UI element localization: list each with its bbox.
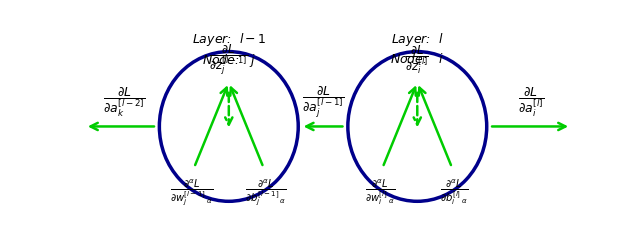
Text: $\dfrac{\partial^{\alpha} L}{\partial b_{i}^{[l]}\,{}_{\alpha}}$: $\dfrac{\partial^{\alpha} L}{\partial b_…	[440, 177, 468, 207]
Text: $\dfrac{\partial^{\alpha} L}{\partial b_{j}^{[l-1]}\,{}_{\alpha}}$: $\dfrac{\partial^{\alpha} L}{\partial b_…	[245, 177, 287, 207]
Text: $\dfrac{\partial L}{\partial a_{i}^{[l]}}$: $\dfrac{\partial L}{\partial a_{i}^{[l]}…	[518, 86, 545, 119]
Text: $\dfrac{\partial L}{\partial a_{j}^{[l-1]}}$: $\dfrac{\partial L}{\partial a_{j}^{[l-1…	[301, 85, 344, 120]
Text: Node:   $i$: Node: $i$	[390, 52, 444, 66]
Text: $\dfrac{\partial^{\alpha} L}{\partial w_{i}^{[l]}\,{}_{\alpha}}$: $\dfrac{\partial^{\alpha} L}{\partial w_…	[365, 177, 395, 207]
Text: Node:   $j$: Node: $j$	[202, 52, 256, 69]
Text: Layer:  $l-1$: Layer: $l-1$	[191, 31, 266, 48]
Text: $\dfrac{\partial L}{\partial z_{j}^{[l-1]}}$: $\dfrac{\partial L}{\partial z_{j}^{[l-1…	[209, 43, 248, 78]
Text: $\dfrac{\partial L}{\partial a_{k}^{[l-2]}}$: $\dfrac{\partial L}{\partial a_{k}^{[l-2…	[103, 86, 146, 119]
Text: $\dfrac{\partial^{\alpha} L}{\partial w_{j}^{[l-1]}\,{}_{\alpha}}$: $\dfrac{\partial^{\alpha} L}{\partial w_…	[170, 177, 213, 207]
Text: Layer:  $l$: Layer: $l$	[391, 31, 444, 48]
Text: $\dfrac{\partial L}{\partial z_{i}^{[l]}}$: $\dfrac{\partial L}{\partial z_{i}^{[l]}…	[405, 43, 429, 77]
